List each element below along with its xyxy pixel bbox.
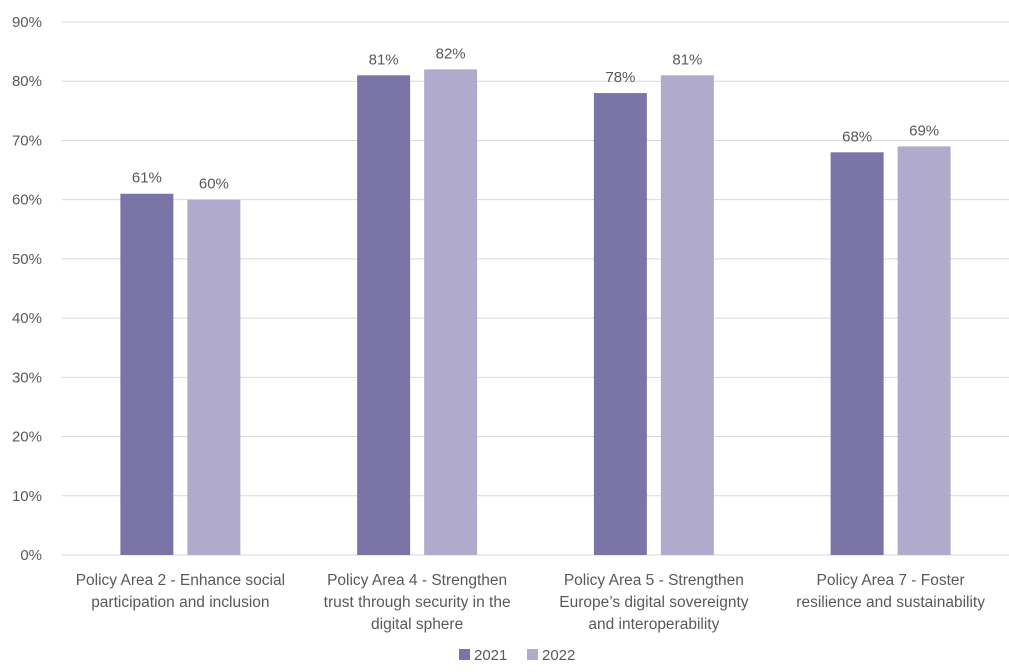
data-label: 78% xyxy=(605,69,635,86)
y-tick-label: 70% xyxy=(12,132,42,149)
bar-2022 xyxy=(897,146,951,555)
legend: 2021 2022 xyxy=(459,647,575,664)
bar-2021 xyxy=(357,75,411,556)
bar-2021 xyxy=(593,93,647,556)
bars xyxy=(120,69,951,556)
category-label: participation and inclusion xyxy=(91,594,269,611)
bar-2022 xyxy=(187,199,241,555)
category-label: Policy Area 5 - Strengthen xyxy=(564,572,744,589)
bar-2021 xyxy=(120,193,174,555)
data-label: 68% xyxy=(842,128,872,145)
data-label: 60% xyxy=(199,176,229,193)
category-labels: Policy Area 2 - Enhance social participat… xyxy=(76,572,986,633)
category-label: resilience and sustainability xyxy=(796,594,985,611)
data-label: 69% xyxy=(909,122,939,139)
category-label: digital sphere xyxy=(371,616,463,633)
y-tick-label: 30% xyxy=(12,369,42,386)
y-tick-label: 0% xyxy=(20,547,42,564)
y-tick-label: 10% xyxy=(12,488,42,505)
y-tick-label: 60% xyxy=(12,192,42,209)
y-tick-label: 90% xyxy=(12,14,42,31)
category-label: Policy Area 2 - Enhance social xyxy=(76,572,285,589)
category-label: Policy Area 4 - Strengthen xyxy=(327,572,507,589)
data-label: 81% xyxy=(672,51,702,68)
bar-2022 xyxy=(660,75,714,556)
y-tick-label: 20% xyxy=(12,429,42,446)
legend-swatch-2021 xyxy=(459,649,470,660)
bar-2021 xyxy=(830,152,884,556)
data-label: 61% xyxy=(132,170,162,187)
legend-label: 2022 xyxy=(542,647,575,664)
data-labels: 61% 60% 81% 82% 78% 81% 68% 69% xyxy=(132,45,939,192)
y-tick-label: 50% xyxy=(12,251,42,268)
category-label: Policy Area 7 - Foster xyxy=(817,572,965,589)
y-tick-label: 40% xyxy=(12,310,42,327)
y-tick-label: 80% xyxy=(12,73,42,90)
legend-swatch-2022 xyxy=(527,649,538,660)
y-axis-ticks: 0% 10% 20% 30% 40% 50% 60% 70% 80% 90% xyxy=(12,14,42,564)
data-label: 81% xyxy=(369,51,399,68)
category-label: and interoperability xyxy=(588,616,719,633)
data-label: 82% xyxy=(436,45,466,62)
category-label: Europe’s digital sovereignty xyxy=(559,594,749,611)
category-label: trust through security in the xyxy=(324,594,511,611)
legend-label: 2021 xyxy=(474,647,507,664)
bar-2022 xyxy=(424,69,478,555)
